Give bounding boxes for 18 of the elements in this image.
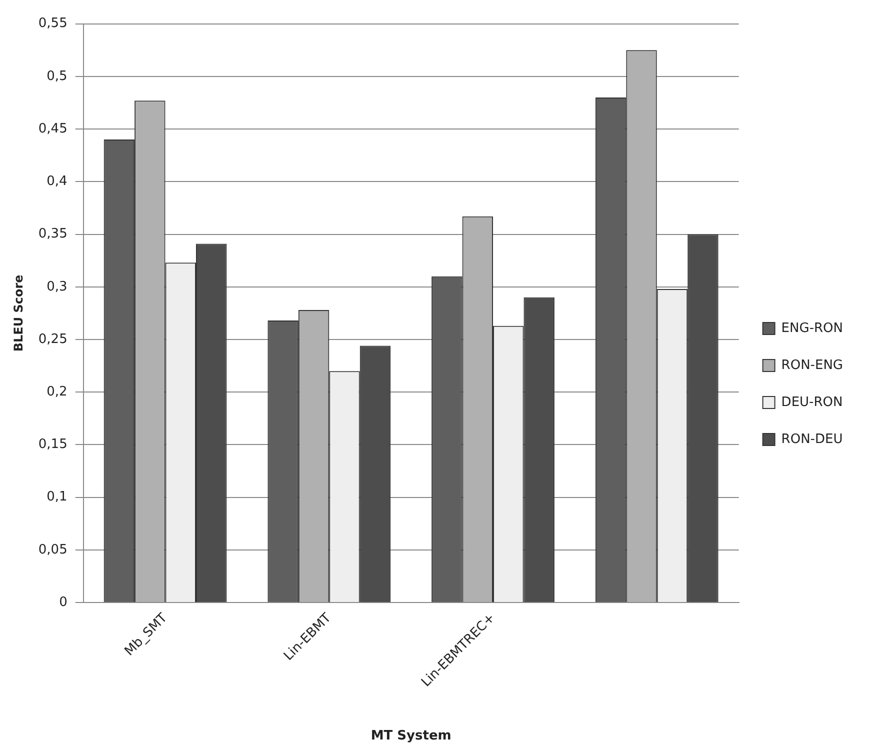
legend-label: ENG-RON xyxy=(781,320,844,336)
y-tick-label: 0,1 xyxy=(46,490,68,505)
y-tick-label: 0,35 xyxy=(38,226,68,242)
y-tick-label: 0,55 xyxy=(38,16,68,32)
x-axis-title: MT System xyxy=(370,728,452,744)
y-tick-label: 0 xyxy=(59,594,68,610)
legend-label: DEU-RON xyxy=(781,394,843,410)
y-tick-label: 0,05 xyxy=(38,542,68,558)
y-tick-label: 0,25 xyxy=(38,332,68,347)
y-tick-label: 0,5 xyxy=(46,68,68,84)
y-tick-label: 0,45 xyxy=(38,121,68,136)
y-tick-label: 0,2 xyxy=(46,384,68,400)
y-tick-label: 0,4 xyxy=(46,174,68,190)
legend-label: RON-ENG xyxy=(781,358,844,373)
y-tick-label: 0,3 xyxy=(46,279,68,294)
y-tick-label: 0,15 xyxy=(38,437,68,452)
y-axis-title: BLEU Score xyxy=(11,274,26,352)
legend-label: RON-DEU xyxy=(781,432,843,447)
